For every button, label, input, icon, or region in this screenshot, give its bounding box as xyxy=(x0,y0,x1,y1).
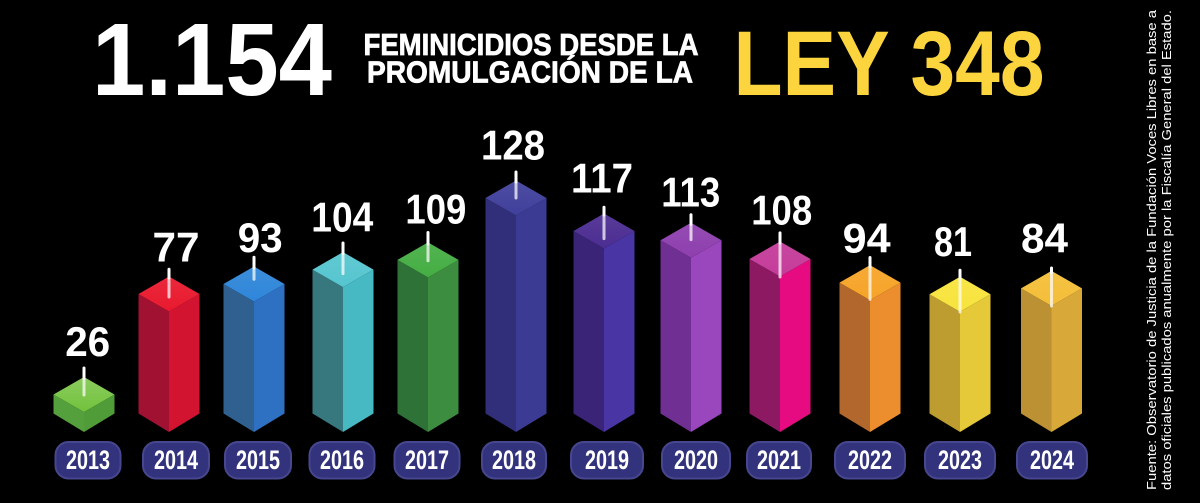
svg-text:FEMINICIDIOS DESDE LA: FEMINICIDIOS DESDE LA xyxy=(364,28,699,62)
svg-text:2024: 2024 xyxy=(1030,445,1074,475)
svg-text:113: 113 xyxy=(661,169,720,216)
svg-text:2021: 2021 xyxy=(757,445,801,475)
svg-text:2015: 2015 xyxy=(236,445,280,475)
svg-text:2022: 2022 xyxy=(848,445,892,475)
svg-text:84: 84 xyxy=(1021,214,1069,261)
svg-text:Fuente: Observatorio de Justic: Fuente: Observatorio de Justicia de la F… xyxy=(1145,10,1159,490)
svg-text:PROMULGACIÓN DE LA: PROMULGACIÓN DE LA xyxy=(367,54,693,90)
svg-text:2019: 2019 xyxy=(585,445,629,475)
svg-text:2018: 2018 xyxy=(492,445,536,475)
svg-text:128: 128 xyxy=(481,122,545,169)
svg-text:2014: 2014 xyxy=(154,445,198,475)
svg-text:26: 26 xyxy=(65,318,110,365)
svg-text:1.154: 1.154 xyxy=(92,2,332,117)
svg-text:2023: 2023 xyxy=(938,445,982,475)
svg-text:2017: 2017 xyxy=(405,445,449,475)
svg-text:2013: 2013 xyxy=(66,445,110,475)
svg-text:81: 81 xyxy=(934,218,972,265)
svg-text:2016: 2016 xyxy=(320,445,364,475)
svg-text:77: 77 xyxy=(153,224,200,271)
svg-text:109: 109 xyxy=(405,185,466,232)
svg-text:datos oficiales publicados anu: datos oficiales publicados anualmente po… xyxy=(1160,10,1174,490)
svg-text:93: 93 xyxy=(238,214,283,261)
svg-text:LEY 348: LEY 348 xyxy=(734,13,1045,115)
svg-text:117: 117 xyxy=(571,155,633,202)
svg-text:104: 104 xyxy=(311,194,374,241)
svg-text:2020: 2020 xyxy=(674,445,718,475)
svg-text:94: 94 xyxy=(843,214,892,261)
svg-text:108: 108 xyxy=(751,186,812,233)
